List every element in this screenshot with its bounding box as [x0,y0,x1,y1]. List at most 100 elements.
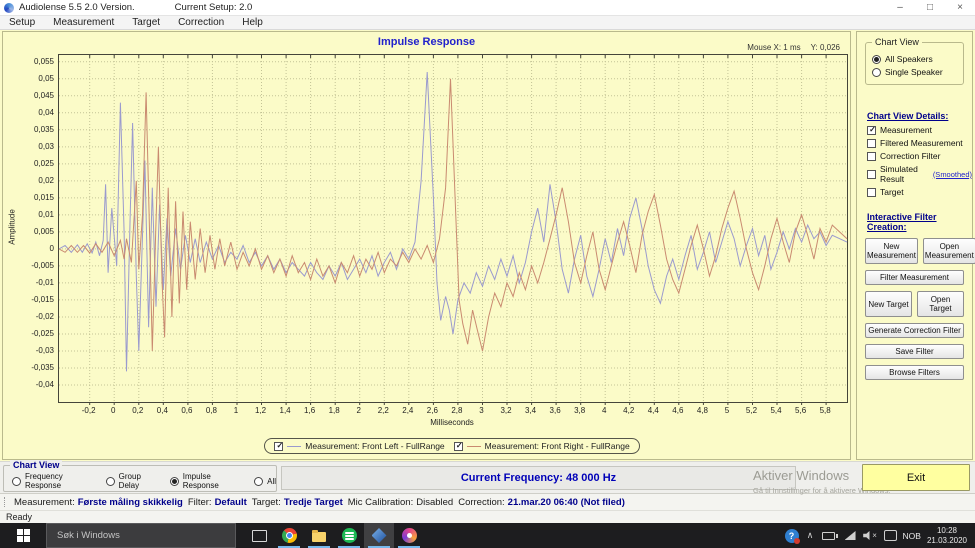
chart-view-details-heading: Chart View Details: [867,111,949,121]
legend-item: Measurement: Front Right - FullRange [453,441,630,451]
y-tick-label: 0,045 [33,90,54,100]
x-tick-label: 5,4 [770,406,782,415]
button-browse-filters[interactable]: Browse Filters [865,365,964,380]
y-tick-label: -0,035 [31,362,54,372]
button-save-filter[interactable]: Save Filter [865,344,964,359]
check-measurement[interactable]: Measurement [867,125,972,135]
open-indicator [338,546,360,548]
menu-setup[interactable]: Setup [9,16,36,28]
x-tick-label: 4,2 [623,406,635,415]
menu-correction[interactable]: Correction [178,16,225,28]
checkbox [867,169,876,179]
legend-checkbox[interactable] [274,441,284,451]
x-tick-label: 5,6 [795,406,807,415]
taskbar-paint3d-icon[interactable] [394,523,424,548]
x-tick-label: 4 [601,406,607,415]
search-input[interactable] [47,529,235,542]
tray-chat-icon[interactable] [882,527,899,544]
x-tick-label: 4,4 [647,406,659,415]
x-tick-label: 5,2 [745,406,758,415]
minimize-button[interactable]: – [897,1,903,13]
menu-help[interactable]: Help [242,16,263,28]
radio-circle [169,476,179,486]
tray-volume-muted-icon[interactable] [862,527,879,544]
x-tick-label: 0,8 [205,406,217,415]
paint3d-icon [401,528,417,543]
y-tick-label: -0,025 [31,328,54,338]
x-tick-label: 3,6 [549,406,561,415]
chart-title: Impulse Response [377,36,476,48]
tray-network-icon[interactable] [842,527,859,544]
taskbar-chrome-icon[interactable] [274,523,304,548]
menu-target[interactable]: Target [132,16,161,28]
checkbox [867,151,876,161]
radio-circle [105,476,115,486]
taskbar-search[interactable] [46,523,236,548]
taskbar-audiolense-icon[interactable] [364,523,394,548]
taskbar-spotify-icon[interactable] [334,523,364,548]
radio-impulse-response[interactable]: Impulse Response [169,472,245,490]
windows-logo-icon [16,529,23,535]
menu-measurement[interactable]: Measurement [53,16,115,28]
taskbar-task-view-icon[interactable] [244,523,274,548]
radio-label: All [267,476,277,486]
radio-all[interactable]: All [254,476,277,486]
series-measurement-front-left-fullrange [58,71,848,372]
series-measurement-front-right-fullrange [58,78,848,352]
status-value: Disabled [416,496,454,508]
button-open-target[interactable]: Open Target [917,291,964,317]
bottom-chart-view-legend: Chart View [10,460,63,470]
x-tick-label: -0,2 [81,406,96,415]
smoothed-link[interactable]: (Smoothed) [932,169,972,179]
radio-all-speakers[interactable]: All Speakers [872,54,957,64]
chart-view-group-legend: Chart View [872,37,922,47]
tray-battery-icon[interactable] [822,527,839,544]
radio-single-speaker[interactable]: Single Speaker [872,67,957,77]
taskbar-clock[interactable]: 10:28 21.03.2020 [927,526,967,546]
y-tick-label: 0,01 [38,209,54,219]
language-indicator[interactable]: NOB [902,530,921,541]
status-bar: Measurement: Første måling skikkelig Filte… [0,493,975,510]
checkbox-label: Correction Filter [880,151,941,161]
menu-bar: Setup Measurement Target Correction Help [0,16,975,30]
check-target[interactable]: Target [867,187,972,197]
x-tick-label: 2 [356,406,361,415]
y-tick-label: -0,01 [35,277,54,287]
x-tick-label: 2,4 [402,406,414,415]
tray-chevron-up-icon[interactable] [802,527,819,544]
x-tick-label: 0 [110,406,116,415]
mouse-readout: Mouse X: 1 ms Y: 0,026 [747,43,840,52]
button-new-target[interactable]: New Target [865,291,912,317]
status-label: Measurement: [14,496,75,508]
interactive-filter-heading: Interactive Filter Creation: [867,212,937,232]
legend-checkbox[interactable] [453,441,464,451]
x-tick-label: 4,6 [672,406,684,415]
check-simulated-result[interactable]: Simulated Result (Smoothed) [867,164,972,184]
check-filtered-measurement[interactable]: Filtered Measurement [867,138,972,148]
status-value: 21.mar.20 06:40 (Not filed) [507,496,625,508]
button-filter-measurement[interactable]: Filter Measurement [865,270,964,285]
spotify-icon [341,528,357,543]
plot-canvas[interactable] [58,55,848,405]
chart-panel: Impulse Response Mouse X: 1 ms Y: 0,026 … [2,31,851,460]
x-tick-label: 2,8 [451,406,463,415]
radio-frequency-response[interactable]: Frequency Response [12,472,97,490]
taskbar-file-explorer-icon[interactable] [304,523,334,548]
button-new-measurement[interactable]: New Measurement [865,238,918,264]
button-open-measurement[interactable]: Open Measurement [922,238,975,264]
chrome-icon [281,528,297,543]
radio-group-delay[interactable]: Group Delay [105,472,161,490]
check-correction-filter[interactable]: Correction Filter [867,151,972,161]
y-tick-label: 0,03 [38,141,54,151]
radio-label: Single Speaker [885,67,943,77]
close-button[interactable]: × [957,1,963,13]
x-tick-label: 2,6 [426,406,438,415]
exit-button[interactable]: Exit [862,464,970,491]
start-button[interactable] [0,523,46,548]
impulse-response-plot[interactable] [58,54,848,405]
maximize-button[interactable]: □ [926,1,934,13]
tray-help-icon[interactable] [784,528,800,544]
button-generate-correction-filter[interactable]: Generate Correction Filter [865,323,964,338]
y-tick-label: 0,05 [38,73,54,83]
x-axis-label: Milliseconds [430,418,474,427]
